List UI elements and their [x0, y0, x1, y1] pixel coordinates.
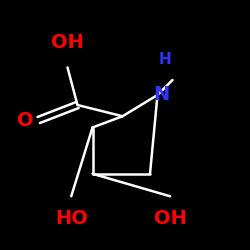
Text: H: H	[159, 52, 172, 68]
Text: O: O	[17, 110, 33, 130]
Text: OH: OH	[51, 34, 84, 52]
Text: OH: OH	[154, 209, 186, 228]
Text: N: N	[153, 85, 170, 104]
Text: HO: HO	[55, 209, 88, 228]
